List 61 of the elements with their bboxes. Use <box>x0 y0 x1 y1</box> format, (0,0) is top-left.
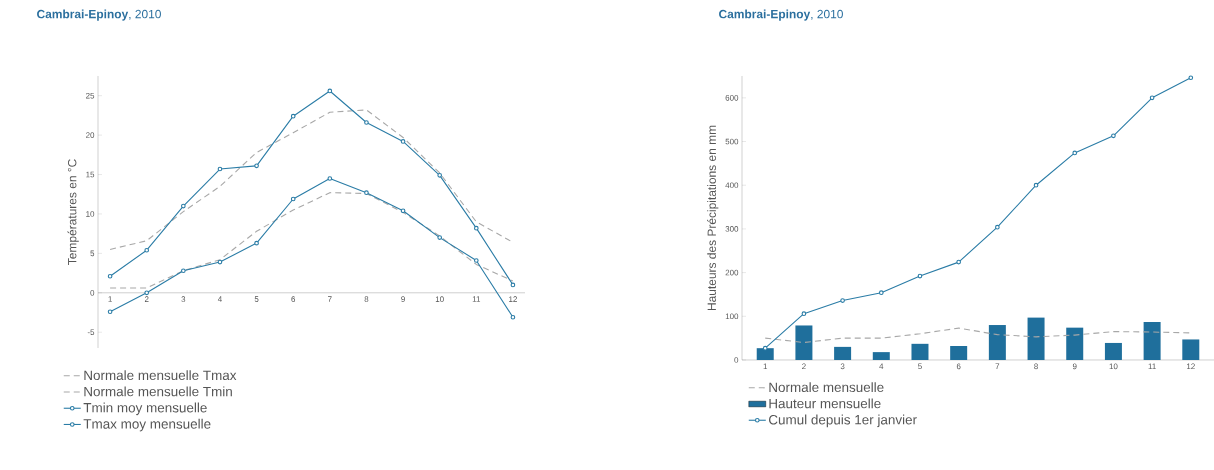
point <box>327 176 333 181</box>
legend-label: Tmax moy mensuelle <box>83 418 211 432</box>
point <box>801 311 807 317</box>
point <box>217 259 223 265</box>
point <box>144 247 150 253</box>
bar <box>1066 327 1084 360</box>
point <box>995 224 1000 230</box>
point <box>107 273 113 279</box>
legend-label: Normale mensuelle Tmax <box>84 370 237 381</box>
bar <box>756 348 774 360</box>
point <box>254 163 259 169</box>
line-series <box>764 327 1192 344</box>
y-axis-title: Températures en °C <box>67 159 79 265</box>
bar <box>795 325 813 360</box>
point <box>1072 150 1078 156</box>
bar <box>1143 321 1161 360</box>
chart-title: Cambrai-Epinoy, 2010 <box>719 9 843 21</box>
point <box>181 203 186 209</box>
point <box>878 290 884 296</box>
point <box>956 259 962 265</box>
chart-title: Cambrai-Epinoy, 2010 <box>37 9 161 21</box>
point <box>510 282 516 288</box>
point <box>364 120 369 125</box>
point <box>400 139 406 144</box>
point <box>437 172 443 178</box>
point <box>510 314 516 320</box>
point <box>1033 182 1039 188</box>
point <box>1149 95 1155 101</box>
point <box>364 190 369 196</box>
point <box>144 290 150 296</box>
legend-label: Normale mensuelle Tmin <box>84 386 232 397</box>
bar <box>834 346 852 360</box>
point <box>181 268 186 274</box>
point <box>1111 133 1116 139</box>
point <box>400 208 406 214</box>
bar <box>1104 342 1122 360</box>
point <box>437 235 443 240</box>
bar <box>872 352 890 360</box>
legend-label: Hauteur mensuelle <box>769 398 881 409</box>
y-axis-title: Hauteurs des Précipitations en mm <box>707 125 719 311</box>
point <box>290 196 296 202</box>
bar <box>911 343 929 360</box>
bar <box>950 346 968 360</box>
bar <box>1182 339 1200 360</box>
point <box>1188 75 1194 81</box>
point <box>254 240 259 246</box>
legend-label: Cumul depuis 1er janvier <box>769 414 917 428</box>
point <box>217 166 223 172</box>
point <box>107 309 113 315</box>
bar <box>988 325 1006 360</box>
point <box>840 298 845 303</box>
legend-label: Normale mensuelle <box>769 382 884 393</box>
bar <box>1027 317 1045 360</box>
point <box>762 345 768 351</box>
point <box>290 113 296 119</box>
line-series <box>109 109 514 250</box>
legend-label: Tmin moy mensuelle <box>83 402 207 416</box>
point <box>327 88 333 94</box>
point <box>473 225 479 231</box>
point <box>917 273 923 279</box>
point <box>473 258 479 263</box>
